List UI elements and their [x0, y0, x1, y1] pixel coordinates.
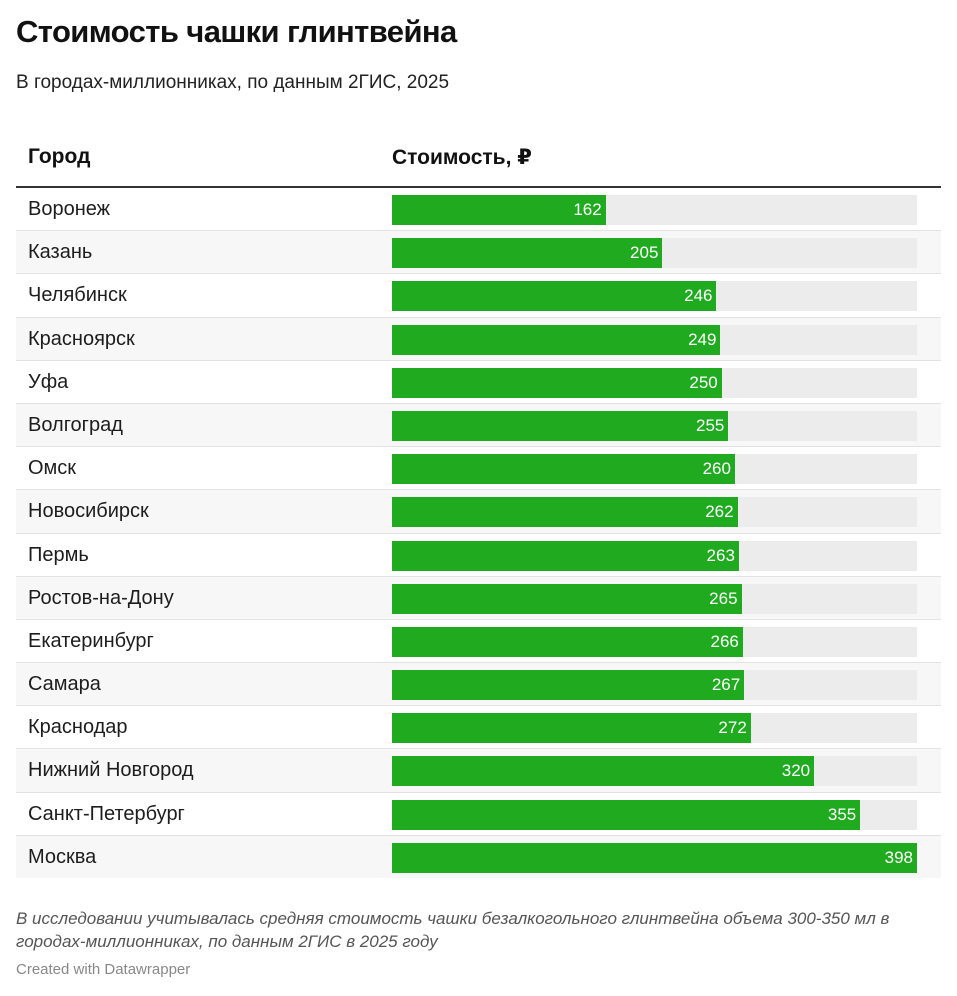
city-label: Пермь	[28, 543, 89, 566]
bar-track: 250	[392, 367, 917, 398]
bar-value-label: 355	[827, 804, 857, 824]
bar-track: 262	[392, 497, 917, 528]
city-label: Уфа	[28, 370, 69, 393]
bar-value-label: 266	[710, 631, 739, 651]
bar: 250	[392, 367, 722, 398]
bar-track: 355	[392, 799, 917, 830]
bar: 249	[392, 324, 721, 355]
city-label: Краснодар	[28, 716, 128, 739]
bar-value-label: 205	[630, 243, 659, 263]
table-row: Краснодар 272	[16, 706, 941, 750]
city-label: Волгоград	[28, 413, 123, 436]
bar: 263	[392, 540, 739, 571]
bar: 267	[392, 670, 745, 701]
table-row: Санкт-Петербург 355	[16, 792, 941, 836]
bar-track: 246	[392, 281, 917, 312]
table-row: Ростов-на-Дону 265	[16, 576, 941, 620]
bar: 265	[392, 583, 742, 614]
bar-track: 320	[392, 756, 917, 787]
bar: 355	[392, 799, 861, 830]
city-label: Ростов-на-Дону	[28, 586, 174, 609]
table-row: Красноярск 249	[16, 317, 941, 361]
table-row: Уфа 250	[16, 360, 941, 404]
bar: 266	[392, 626, 743, 657]
table-row: Пермь 263	[16, 533, 941, 577]
city-label: Екатеринбург	[28, 629, 154, 652]
bar-track: 272	[392, 713, 917, 744]
bar-track: 266	[392, 626, 917, 657]
bar-track: 162	[392, 195, 917, 225]
bar-value-label: 265	[709, 588, 738, 608]
city-label: Воронеж	[28, 198, 111, 220]
city-label: Челябинск	[28, 284, 127, 307]
table-row: Москва 398	[16, 835, 941, 878]
chart-title: Стоимость чашки глинтвейна	[16, 14, 457, 49]
table-row: Нижний Новгород 320	[16, 749, 941, 793]
table-row: Челябинск 246	[16, 274, 941, 318]
city-label: Новосибирск	[28, 500, 149, 523]
table-body: Воронеж 162 Казань 205 Челябинск 246 Красноярс…	[16, 188, 941, 878]
bar-track: 205	[392, 238, 917, 269]
bar-value-label: 249	[688, 329, 717, 349]
chart-subtitle: В городах-миллионниках, по данным 2ГИС, …	[16, 72, 450, 93]
bar-value-label: 263	[706, 545, 735, 565]
credit-text: Created with Datawrapper	[16, 961, 191, 978]
bar: 320	[392, 756, 815, 787]
bar-track: 249	[392, 324, 917, 355]
bar: 205	[392, 238, 663, 269]
bar: 255	[392, 410, 729, 441]
bar-value-label: 246	[684, 286, 713, 306]
bar-value-label: 320	[781, 761, 811, 781]
bar-track: 398	[392, 842, 917, 873]
table-row: Новосибирск 262	[16, 490, 941, 534]
bar: 398	[392, 842, 917, 873]
city-label: Москва	[28, 845, 97, 868]
bar-table: Город Стоимость, ₽ Воронеж 162 Казань 205 Че…	[16, 125, 941, 878]
bar: 260	[392, 454, 735, 485]
bar-value-label: 272	[718, 718, 747, 738]
table-header: Город Стоимость, ₽	[16, 125, 941, 188]
table-row: Волгоград 255	[16, 403, 941, 448]
city-label: Самара	[28, 673, 101, 696]
bar-track: 267	[392, 670, 917, 701]
footnote: В исследовании учитывалась средняя стоим…	[16, 909, 890, 951]
city-label: Омск	[28, 457, 77, 480]
bar-track: 255	[392, 410, 917, 441]
column-header-city[interactable]: Город	[28, 145, 91, 168]
bar-track: 265	[392, 583, 917, 614]
bar-value-label: 260	[702, 459, 731, 479]
bar: 246	[392, 281, 717, 312]
bar-value-label: 398	[884, 847, 913, 867]
bar: 262	[392, 497, 738, 528]
bar: 162	[392, 195, 606, 225]
table-row: Воронеж 162	[16, 188, 941, 232]
bar-value-label: 267	[711, 675, 741, 695]
city-label: Санкт-Петербург	[28, 802, 185, 825]
bar-value-label: 162	[573, 200, 602, 219]
column-header-cost[interactable]: Стоимость, ₽	[392, 146, 532, 169]
bar-value-label: 250	[689, 372, 718, 392]
table-row: Казань 205	[16, 231, 941, 275]
bar-value-label: 262	[705, 502, 734, 522]
bar: 272	[392, 713, 751, 744]
city-label: Красноярск	[28, 327, 135, 350]
city-label: Нижний Новгород	[28, 759, 194, 782]
city-label: Казань	[28, 241, 93, 264]
table-row: Екатеринбург 266	[16, 619, 941, 664]
table-row: Омск 260	[16, 447, 941, 491]
bar-track: 263	[392, 540, 917, 571]
bar-value-label: 255	[695, 415, 725, 435]
table-row: Самара 267	[16, 663, 941, 707]
bar-track: 260	[392, 454, 917, 485]
